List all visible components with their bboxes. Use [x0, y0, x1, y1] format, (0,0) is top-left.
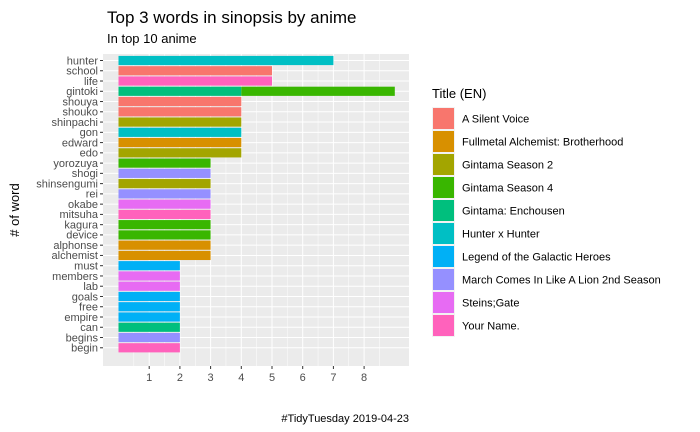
bar-must [118, 261, 180, 271]
bar-members [118, 271, 180, 281]
y-tick-label: empire [64, 312, 98, 324]
y-tick-label: alchemist [52, 250, 98, 262]
bar-edward [118, 137, 242, 148]
x-tick-label: 8 [361, 372, 367, 384]
y-tick-label: members [52, 271, 98, 283]
y-tick-label: hunter [67, 55, 99, 67]
y-tick-label: free [79, 302, 98, 314]
y-tick-label: alphonse [53, 240, 98, 252]
y-tick-label: goals [72, 291, 99, 303]
x-tick-label: 7 [330, 372, 336, 384]
legend-label: Fullmetal Alchemist: Brotherhood [462, 137, 623, 149]
bar-yorozuya [118, 158, 211, 168]
legend-title: Title (EN) [432, 86, 486, 101]
legend-key [433, 108, 454, 129]
y-tick-label: edo [80, 148, 98, 160]
legend-key [433, 200, 454, 221]
bar-life [118, 76, 272, 86]
x-tick-label: 6 [300, 372, 306, 384]
chart-subtitle: In top 10 anime [107, 31, 197, 46]
y-tick-label: school [66, 66, 98, 78]
bar-lab [118, 281, 180, 291]
legend-label: Gintama Season 4 [462, 183, 553, 195]
y-tick-label: lab [83, 281, 98, 293]
y-tick-label: must [74, 261, 98, 273]
x-tick-label: 4 [238, 372, 244, 384]
legend-label: Steins;Gate [462, 298, 519, 310]
x-tick-label: 2 [177, 372, 183, 384]
bar-alchemist [118, 250, 211, 261]
legend: A Silent Voice Fullmetal Alchemist: Broth… [432, 107, 661, 337]
y-tick-label: gintoki [66, 86, 98, 98]
y-tick-label: begins [66, 332, 99, 344]
bar-shouya [118, 96, 242, 107]
bar-shouko [118, 107, 242, 117]
bar-gintoki [241, 86, 395, 96]
y-tick-label: begin [71, 343, 98, 355]
y-tick-label: shouya [63, 96, 99, 108]
y-tick-label: gon [80, 127, 98, 139]
legend-key [433, 269, 454, 290]
bar-okabe [118, 199, 211, 209]
bar-shinsengumi [118, 179, 211, 189]
bar-rei [118, 189, 211, 199]
bar-alphonse [118, 240, 211, 250]
bar-empire [118, 312, 180, 322]
bar-can [118, 322, 180, 332]
legend-key [433, 292, 454, 313]
y-tick-label: edward [62, 137, 98, 149]
bar-hunter [118, 55, 334, 66]
y-tick-label: okabe [68, 199, 98, 211]
legend-key [433, 223, 454, 244]
legend-key [433, 131, 454, 152]
x-axis-ticks: 1 2 3 4 5 6 7 8 [146, 366, 367, 384]
y-tick-label: yorozuya [53, 158, 99, 170]
y-tick-label: device [66, 230, 98, 242]
y-tick-label: life [84, 76, 98, 88]
y-tick-label: shouko [63, 107, 98, 119]
legend-key [433, 246, 454, 267]
bar-gintoki [118, 86, 242, 96]
legend-key [433, 177, 454, 198]
chart-title: Top 3 words in sinopsis by anime [107, 8, 356, 27]
y-tick-label: mitsuha [59, 209, 98, 221]
y-tick-label: can [80, 322, 98, 334]
x-tick-label: 3 [208, 372, 214, 384]
bar-begins [118, 332, 180, 343]
legend-label: Hunter x Hunter [462, 229, 540, 241]
legend-label: Gintama Season 2 [462, 160, 553, 172]
bar-shinpachi [118, 117, 242, 127]
y-axis-title: # of word [7, 183, 22, 236]
y-tick-label: rei [86, 189, 98, 201]
y-tick-label: kagura [64, 219, 99, 231]
y-tick-label: shogi [72, 168, 98, 180]
x-tick-label: 5 [269, 372, 275, 384]
bar-kagura [118, 220, 211, 230]
y-tick-label: shinpachi [52, 117, 98, 129]
legend-label: Legend of the Galactic Heroes [462, 252, 611, 264]
legend-label: A Silent Voice [462, 114, 529, 126]
chart-caption: #TidyTuesday 2019-04-23 [281, 413, 409, 425]
bar-mitsuha [118, 209, 211, 219]
y-axis-ticks: hunterschoollifegintokishouyashoukoshinp… [36, 55, 103, 355]
bar-school [118, 66, 272, 76]
legend-label: March Comes In Like A Lion 2nd Season [462, 275, 661, 287]
bars [118, 55, 395, 353]
bar-edo [118, 148, 242, 158]
bar-free [118, 302, 180, 312]
y-tick-label: shinsengumi [36, 178, 98, 190]
bar-begin [118, 343, 180, 353]
bar-device [118, 230, 211, 240]
bar-shogi [118, 168, 211, 178]
legend-key [433, 315, 454, 336]
legend-label: Gintama: Enchousen [462, 206, 565, 218]
bar-goals [118, 291, 180, 302]
legend-key [433, 154, 454, 175]
bar-gon [118, 127, 242, 137]
x-tick-label: 1 [146, 372, 152, 384]
legend-label: Your Name. [462, 321, 520, 333]
